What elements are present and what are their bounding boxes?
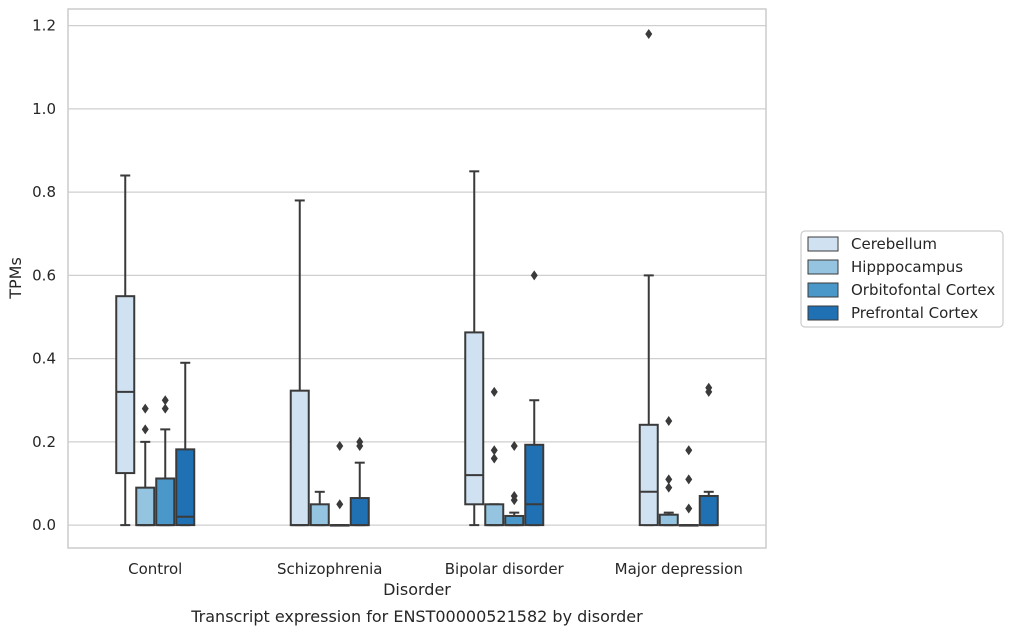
y-tick-label: 0.6 (32, 266, 56, 284)
x-tick-label: Schizophrenia (277, 560, 382, 578)
box (349, 497, 370, 527)
box-group (329, 441, 350, 527)
y-tick-label: 0.2 (32, 433, 56, 451)
chart-caption: Transcript expression for ENST0000052158… (190, 607, 643, 626)
legend: Cerebellum Hipppocampus Orbitofontal Corte… (800, 230, 1004, 328)
box (155, 477, 176, 527)
legend-label: Orbitofontal Cortex (851, 281, 995, 299)
outlier-point (490, 386, 498, 397)
outlier-point (665, 474, 673, 485)
box (638, 423, 659, 527)
legend-frame (800, 230, 1004, 328)
legend-label: Cerebellum (851, 235, 937, 253)
box-group (175, 361, 196, 527)
outlier-point (336, 441, 344, 452)
outlier-point (356, 436, 364, 447)
outlier-point (510, 441, 518, 452)
y-axis-label: TPMs (6, 257, 25, 300)
y-tick-label: 1.2 (32, 17, 56, 35)
outlier-point (161, 403, 169, 414)
plot-frame (67, 8, 767, 549)
outlier-point (336, 499, 344, 510)
box-group (289, 199, 310, 527)
box-group (504, 441, 525, 527)
box (464, 331, 485, 506)
box (289, 389, 310, 527)
y-tick-label: 0.8 (32, 183, 56, 201)
box-group (678, 445, 699, 527)
legend-swatch (807, 305, 839, 321)
outlier-point (685, 503, 693, 514)
box-group (155, 395, 176, 527)
y-tick-label: 0.4 (32, 350, 56, 368)
outlier-point (685, 445, 693, 456)
outlier-point (685, 474, 693, 485)
x-axis-label: Disorder (383, 580, 451, 599)
box-group (658, 416, 679, 527)
grid-lines (68, 25, 766, 526)
box-group (484, 386, 505, 527)
box-group (115, 174, 136, 527)
box-group (309, 490, 330, 527)
legend-swatch (807, 259, 839, 275)
outlier-point (530, 270, 538, 281)
outlier-point (705, 382, 713, 393)
box (524, 443, 545, 527)
box (484, 503, 505, 527)
box (698, 494, 719, 527)
x-tick-label: Control (128, 560, 182, 578)
box-group (524, 270, 545, 527)
y-axis-ticks: 0.0 0.2 0.4 0.6 0.8 1.0 1.2 (32, 17, 56, 534)
outlier-point (665, 482, 673, 493)
x-tick-label: Bipolar disorder (445, 560, 565, 578)
outlier-point (510, 490, 518, 501)
x-tick-label: Major depression (615, 560, 743, 578)
box (658, 513, 679, 527)
boxes (115, 28, 719, 527)
legend-swatch (807, 282, 839, 298)
outlier-point (141, 424, 149, 435)
box-group (638, 28, 659, 527)
y-tick-label: 0.0 (32, 516, 56, 534)
box (175, 448, 196, 527)
outlier-point (141, 403, 149, 414)
box (504, 514, 525, 527)
outlier-point (665, 416, 673, 427)
box-group (135, 403, 156, 527)
box (115, 295, 136, 475)
box (135, 486, 156, 527)
outlier-point (645, 28, 653, 39)
legend-label: Hipppocampus (851, 258, 963, 276)
legend-swatch (807, 236, 839, 252)
outlier-point (161, 395, 169, 406)
box-group (698, 382, 719, 527)
box-group (349, 436, 370, 527)
outlier-point (490, 453, 498, 464)
box-group (464, 170, 485, 527)
y-tick-label: 1.0 (32, 100, 56, 118)
legend-label: Prefrontal Cortex (851, 304, 978, 322)
outlier-point (490, 445, 498, 456)
x-axis-ticks: Control Schizophrenia Bipolar disorder Majo… (128, 560, 743, 578)
box (309, 503, 330, 527)
